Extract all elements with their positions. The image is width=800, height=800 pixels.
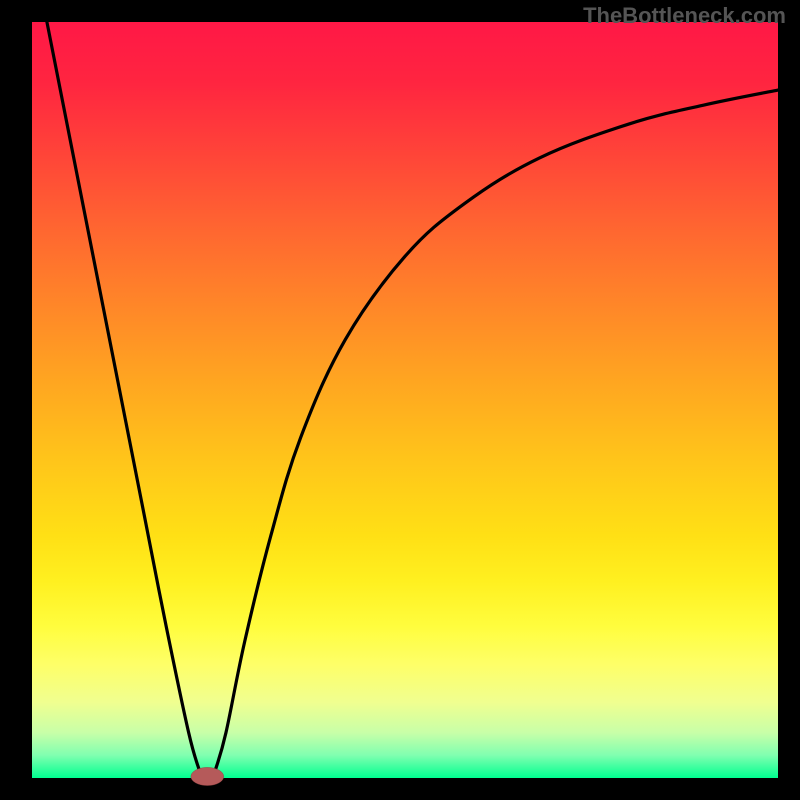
gradient-background (32, 22, 778, 778)
optimal-marker (191, 767, 224, 785)
chart-svg (0, 0, 800, 800)
watermark-text: TheBottleneck.com (583, 3, 786, 29)
chart-container: TheBottleneck.com (0, 0, 800, 800)
